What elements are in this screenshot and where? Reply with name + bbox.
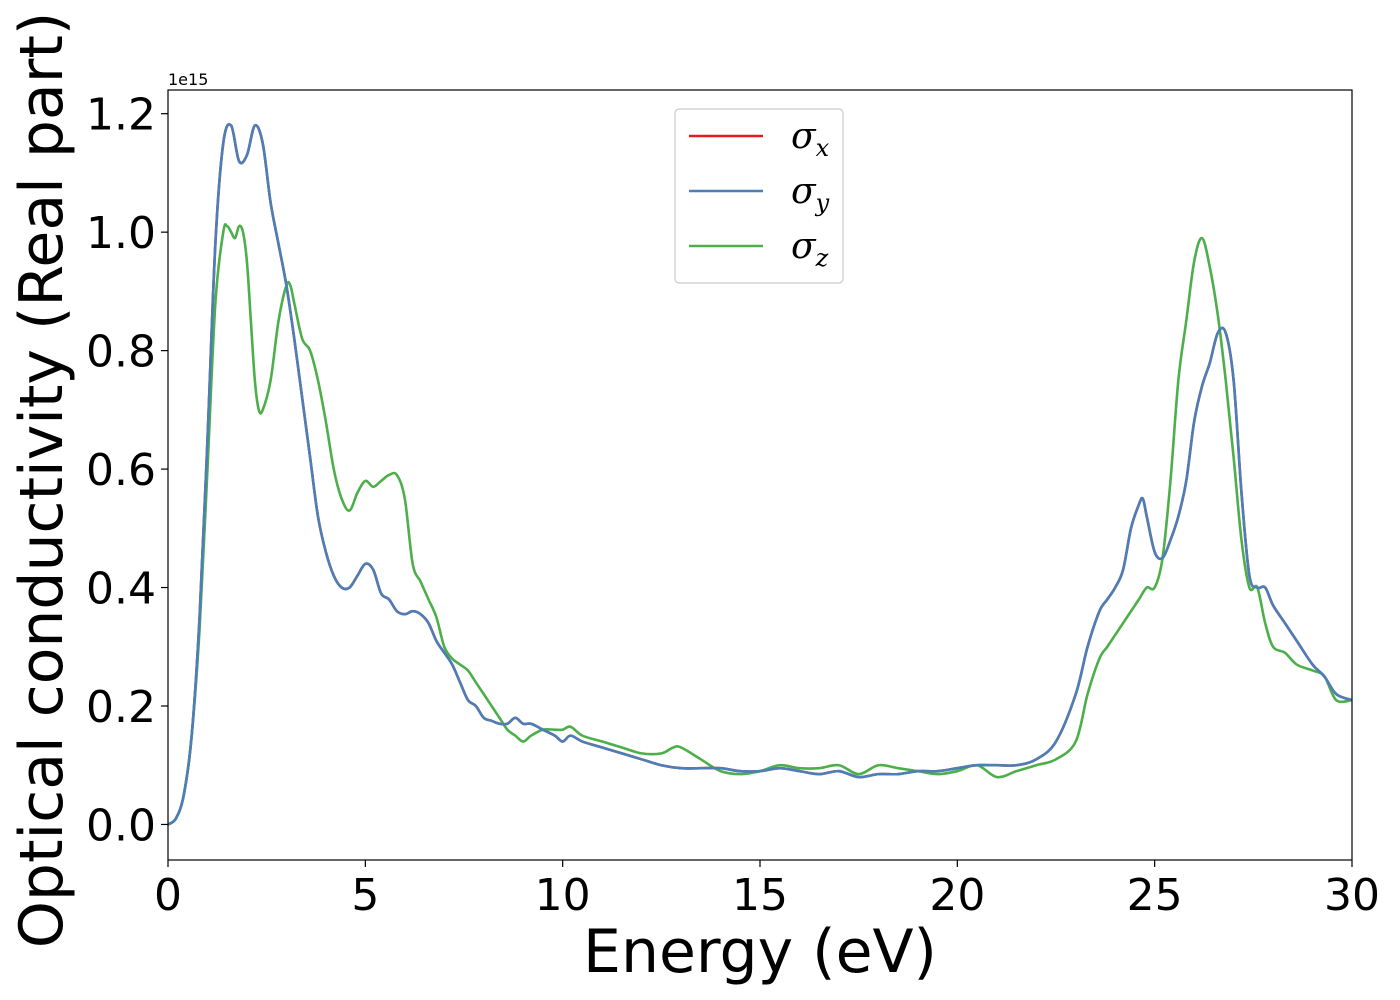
- legend-label-x: σx: [791, 116, 830, 162]
- x-tick-label: 10: [535, 870, 591, 921]
- x-tick-label: 15: [732, 870, 788, 921]
- legend-label-z: σz: [791, 226, 829, 272]
- y-axis-offset-label: 1e15: [168, 70, 208, 89]
- y-axis-ticks: 0.0 0.2 0.4 0.6 0.8 1.0 1.2: [86, 90, 168, 851]
- legend-box: [674, 108, 844, 284]
- series-line-y: [168, 122, 1352, 826]
- y-tick-label: 1.0: [86, 208, 156, 259]
- y-tick-label: 1.2: [86, 90, 156, 141]
- y-tick-label: 0.8: [86, 327, 156, 378]
- legend-label-base: σ: [791, 116, 817, 157]
- x-axis-title: Energy (eV): [583, 917, 937, 987]
- legend-label-base: σ: [791, 226, 817, 267]
- x-tick-label: 5: [351, 870, 379, 921]
- legend-label-base: σ: [791, 171, 817, 212]
- y-tick-label: 0.6: [86, 445, 156, 496]
- series-layer: [168, 122, 1352, 826]
- y-axis-title: Optical conductivity (Real part): [7, 12, 77, 949]
- y-tick-label: 0.4: [86, 564, 156, 615]
- x-axis-ticks: 0 5 10 15 20 25 30: [154, 860, 1380, 921]
- legend-label-subscript: z: [815, 244, 829, 272]
- legend-label-subscript: x: [816, 134, 830, 162]
- x-tick-label: 30: [1324, 870, 1380, 921]
- x-tick-label: 25: [1127, 870, 1183, 921]
- y-tick-label: 0.2: [86, 682, 156, 733]
- legend-label-y: σy: [791, 171, 830, 217]
- x-tick-label: 20: [929, 870, 985, 921]
- plot-area: 0 5 10 15 20 25 30 0.0 0.2 0.4 0.6 0.8 1.0 1.2: [86, 89, 1380, 921]
- legend-label-subscript: y: [815, 189, 830, 217]
- series-line-z: [168, 223, 1352, 826]
- x-tick-label: 0: [154, 870, 182, 921]
- y-tick-label: 0.0: [86, 800, 156, 851]
